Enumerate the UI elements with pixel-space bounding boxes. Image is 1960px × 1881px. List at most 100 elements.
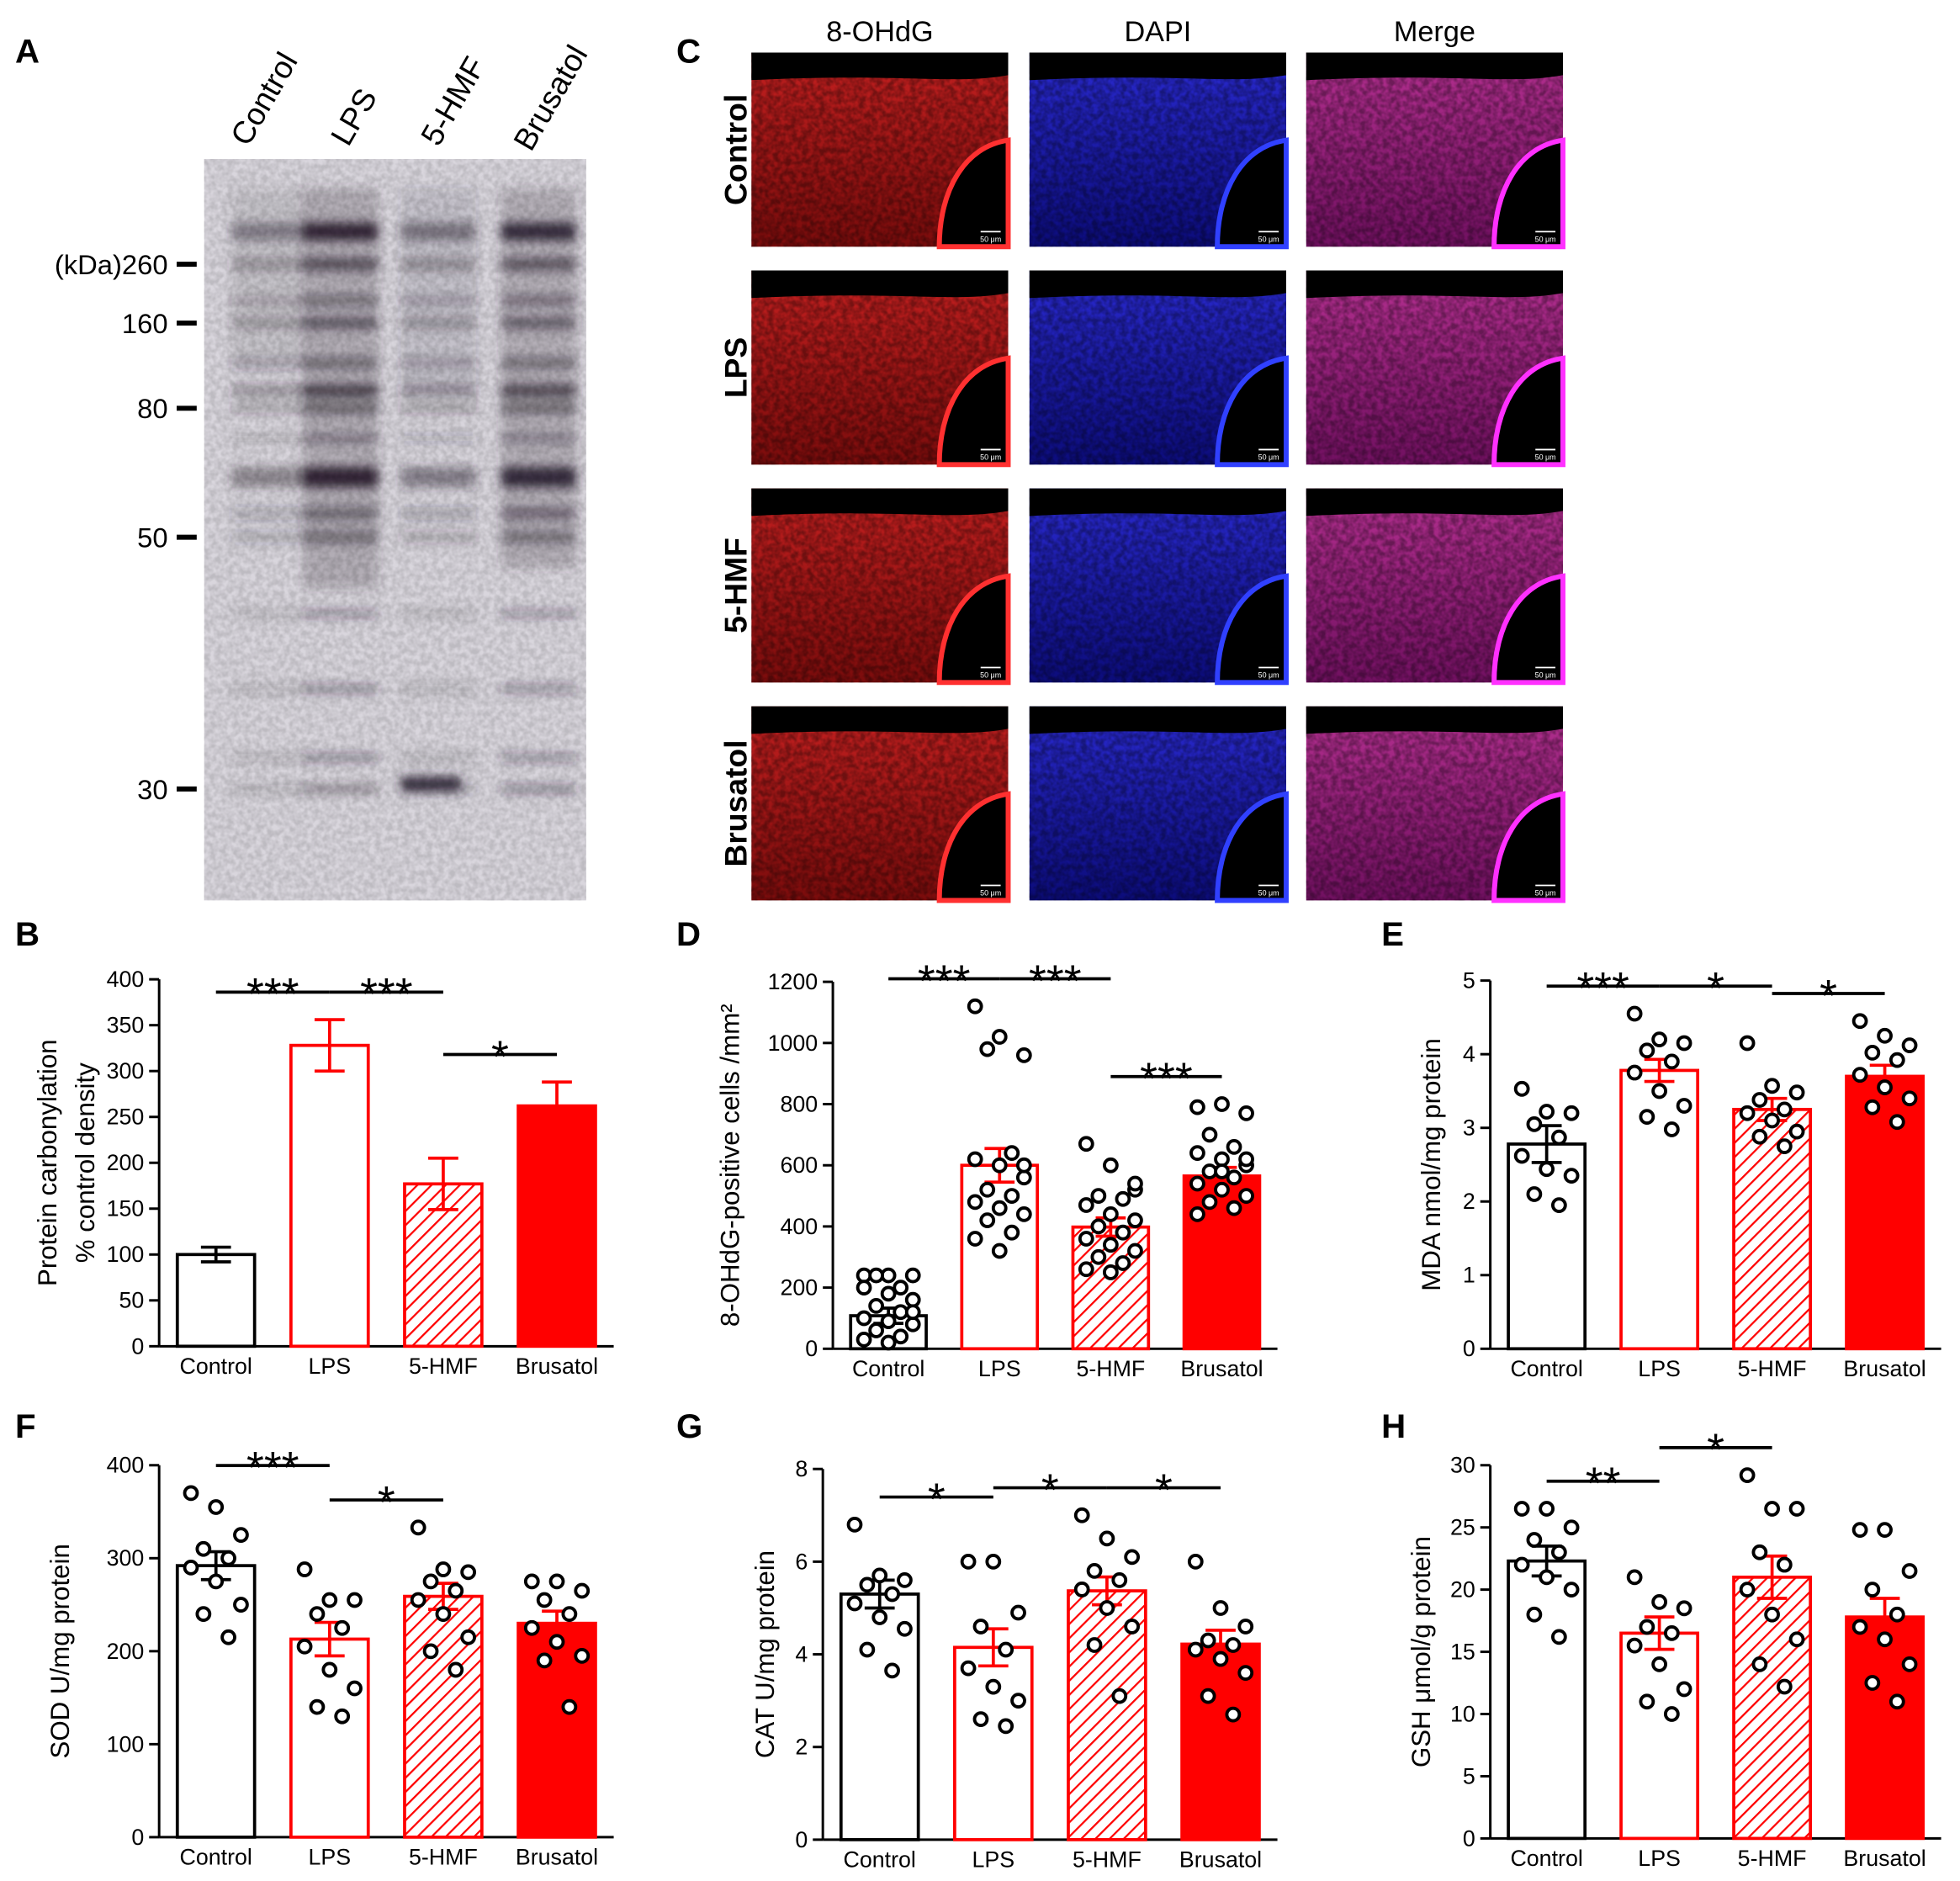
bar-chart: G CAT U/mg protein 0 2 4 6 8 Control LPS 5-HMF Bru… xyxy=(676,1407,1278,1873)
data-point xyxy=(972,1619,989,1635)
data-point xyxy=(208,1573,225,1590)
scale-bar-label: 50 μm xyxy=(1535,888,1556,897)
data-point xyxy=(233,1527,249,1544)
data-point xyxy=(296,1638,313,1655)
y-tick-label: 0 xyxy=(131,1825,144,1850)
y-axis-label: CAT U/mg protein xyxy=(750,1550,780,1758)
data-point xyxy=(448,1661,464,1678)
data-point xyxy=(1090,1188,1107,1204)
data-point xyxy=(1225,1706,1242,1723)
x-tick-label: Control xyxy=(180,1845,252,1870)
data-point xyxy=(347,1592,363,1608)
data-point xyxy=(1513,1556,1530,1573)
x-tick-label: LPS xyxy=(309,1845,352,1870)
data-point xyxy=(1237,1619,1254,1635)
data-point xyxy=(1115,1190,1131,1207)
tissue-edge xyxy=(751,488,1009,517)
y-axis-label: SOD U/mg protein xyxy=(45,1544,75,1758)
data-point xyxy=(979,1212,996,1229)
data-point xyxy=(1073,1582,1090,1598)
row-label: Brusatol xyxy=(718,740,753,867)
y-tick-label: 8 xyxy=(795,1456,808,1481)
data-point xyxy=(1526,1186,1543,1202)
data-point xyxy=(1214,1163,1230,1179)
y-tick-label: 200 xyxy=(107,1150,145,1175)
data-point xyxy=(904,1304,921,1321)
data-point xyxy=(967,1194,983,1211)
data-point xyxy=(1526,1532,1543,1548)
data-point xyxy=(410,1592,426,1608)
panel-letter: H xyxy=(1381,1407,1406,1445)
data-point xyxy=(856,1310,872,1327)
data-point xyxy=(309,1606,326,1622)
data-point xyxy=(1187,1641,1204,1658)
data-point xyxy=(1201,1194,1218,1211)
panel-letter: A xyxy=(15,32,40,70)
x-tick-label: LPS xyxy=(1638,1356,1681,1381)
data-point xyxy=(880,1285,897,1302)
data-point xyxy=(1526,1606,1543,1623)
x-tick-label: 5-HMF xyxy=(1738,1356,1807,1381)
scale-bar-label: 50 μm xyxy=(1535,235,1556,243)
bar xyxy=(1845,1074,1925,1351)
blot-texture xyxy=(204,159,586,901)
ventricle xyxy=(1491,355,1565,468)
ventricle xyxy=(1215,355,1289,468)
data-point xyxy=(1539,1569,1555,1586)
data-point xyxy=(422,1643,439,1660)
column-header: 8-OHdG xyxy=(826,16,933,48)
data-point xyxy=(1563,1105,1580,1121)
data-point xyxy=(523,1619,540,1636)
data-point xyxy=(1189,1205,1205,1222)
data-point xyxy=(1751,1544,1768,1560)
bar xyxy=(1619,1068,1700,1351)
y-tick-label: 400 xyxy=(107,1453,145,1478)
data-point xyxy=(846,1595,863,1612)
bar xyxy=(1845,1615,1925,1841)
panel-letter: B xyxy=(15,915,40,953)
scale-bar-label: 50 μm xyxy=(1535,453,1556,461)
y-tick-label: 50 xyxy=(119,1288,145,1313)
x-tick-label: 5-HMF xyxy=(1076,1356,1145,1381)
data-point xyxy=(1776,1678,1793,1695)
marker-label: 80 xyxy=(137,393,167,424)
data-point xyxy=(1189,1175,1205,1192)
data-point xyxy=(979,1041,996,1057)
y-axis-label: % control density xyxy=(71,1062,100,1263)
data-point xyxy=(309,1698,326,1715)
data-point xyxy=(1639,1042,1655,1059)
data-point xyxy=(1563,1168,1580,1184)
x-tick-label: Control xyxy=(1510,1356,1582,1381)
panel-letter: C xyxy=(676,32,701,70)
column-header: DAPI xyxy=(1124,16,1191,48)
bar xyxy=(175,1253,257,1348)
data-point xyxy=(1864,1099,1881,1115)
data-point xyxy=(1563,1519,1580,1536)
data-point xyxy=(548,1573,565,1590)
data-point xyxy=(880,1334,897,1351)
data-point xyxy=(1010,1604,1026,1621)
data-point xyxy=(1877,1027,1893,1044)
data-point xyxy=(1788,1501,1805,1517)
data-point xyxy=(991,1243,1008,1259)
data-point xyxy=(561,1606,578,1622)
data-point xyxy=(1788,1084,1805,1101)
data-point xyxy=(1764,1606,1780,1623)
data-point xyxy=(967,1151,983,1168)
data-point xyxy=(1010,1693,1026,1709)
y-axis-label: Protein carbonylation xyxy=(33,1039,62,1286)
data-point xyxy=(1513,1147,1530,1164)
data-point xyxy=(220,1550,236,1566)
data-point xyxy=(1851,1522,1868,1539)
data-point xyxy=(1111,1572,1128,1588)
data-point xyxy=(1651,1656,1667,1672)
data-point xyxy=(1189,1099,1205,1115)
y-tick-label: 400 xyxy=(107,967,145,992)
y-tick-label: 1 xyxy=(1463,1263,1475,1288)
scale-bar-label: 50 μm xyxy=(1535,670,1556,679)
x-tick-label: LPS xyxy=(309,1354,352,1379)
data-point xyxy=(1004,1224,1020,1241)
data-point xyxy=(1214,1096,1230,1112)
